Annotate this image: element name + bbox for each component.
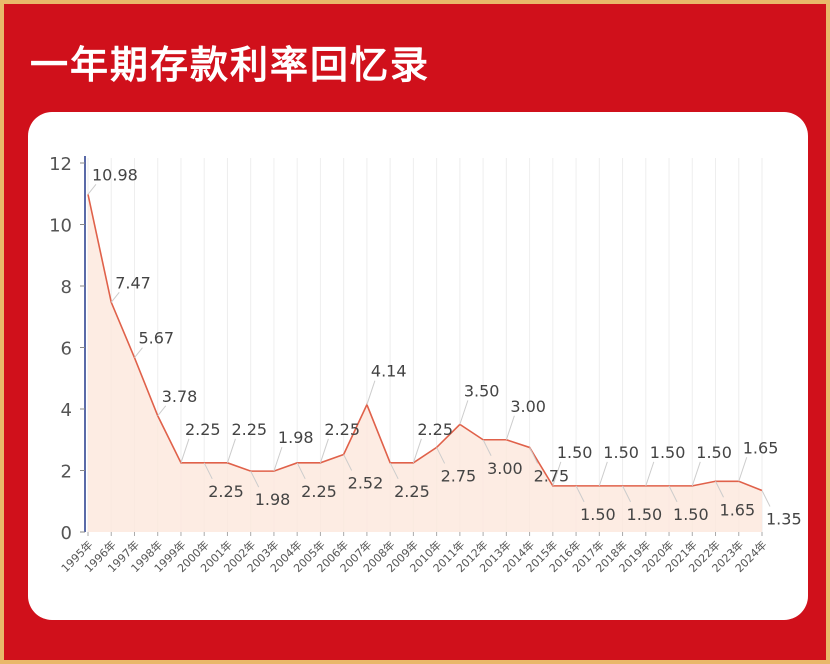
value-label: 1.98 [278, 428, 314, 447]
value-label: 3.50 [464, 381, 500, 400]
value-label: 1.65 [720, 500, 756, 519]
value-label: 3.00 [510, 397, 546, 416]
value-label: 4.14 [371, 362, 407, 381]
value-label: 2.25 [185, 420, 221, 439]
value-label: 7.47 [115, 273, 151, 292]
page-title: 一年期存款利率回忆录 [30, 43, 431, 87]
value-label: 2.25 [208, 482, 244, 501]
value-label: 2.75 [441, 466, 477, 485]
label-leader [482, 439, 492, 456]
value-label: 1.50 [603, 443, 639, 462]
label-leader [691, 461, 701, 487]
label-leader [575, 485, 585, 503]
value-label: 1.35 [766, 509, 802, 528]
label-leader [598, 461, 608, 487]
value-label: 1.65 [743, 438, 779, 457]
value-label: 1.50 [650, 443, 686, 462]
label-leader [645, 461, 655, 487]
label-leader [505, 415, 515, 440]
value-label: 1.50 [627, 505, 663, 524]
label-leader [250, 470, 260, 488]
value-label: 1.50 [557, 443, 593, 462]
label-leader [738, 457, 748, 482]
y-tick-label: 6 [61, 339, 72, 360]
label-leader [668, 485, 678, 503]
label-leader [529, 447, 539, 464]
label-leader [319, 438, 329, 463]
value-label: 1.50 [580, 505, 616, 524]
value-label: 2.25 [417, 420, 453, 439]
label-leader [459, 400, 469, 425]
value-label: 10.98 [92, 165, 138, 184]
label-leader [761, 490, 771, 507]
label-leader [157, 405, 167, 417]
y-tick-label: 0 [61, 523, 72, 544]
label-leader [203, 462, 213, 480]
label-leader [273, 446, 283, 472]
label-leader [110, 291, 120, 303]
label-leader [296, 462, 306, 480]
label-leader [180, 438, 190, 463]
y-tick-label: 2 [61, 462, 72, 483]
value-label: 2.25 [301, 482, 337, 501]
label-leader [343, 454, 353, 471]
y-tick-label: 8 [61, 277, 72, 298]
y-tick-label: 12 [49, 154, 72, 175]
area [88, 194, 762, 533]
value-label: 3.78 [162, 387, 198, 406]
label-leader [134, 347, 143, 358]
line [87, 194, 763, 492]
value-label: 2.25 [324, 420, 360, 439]
label-leader [226, 438, 236, 463]
value-label: 1.50 [696, 443, 732, 462]
value-label: 2.25 [231, 420, 267, 439]
label-leader [412, 438, 422, 463]
value-label: 2.52 [348, 474, 384, 493]
label-leader [622, 485, 631, 503]
value-label: 2.25 [394, 482, 430, 501]
label-leader [552, 461, 562, 487]
label-leader [366, 380, 376, 405]
y-tick-label: 10 [49, 216, 72, 237]
label-leader [389, 462, 399, 480]
y-tick-label: 4 [61, 400, 72, 421]
value-label: 5.67 [138, 329, 174, 348]
value-label: 2.75 [534, 466, 570, 485]
label-leader [436, 447, 446, 464]
value-label: 1.98 [255, 490, 291, 509]
value-label: 1.50 [673, 505, 709, 524]
label-leader [87, 184, 97, 195]
value-label: 3.00 [487, 459, 523, 478]
label-leader [715, 481, 724, 498]
